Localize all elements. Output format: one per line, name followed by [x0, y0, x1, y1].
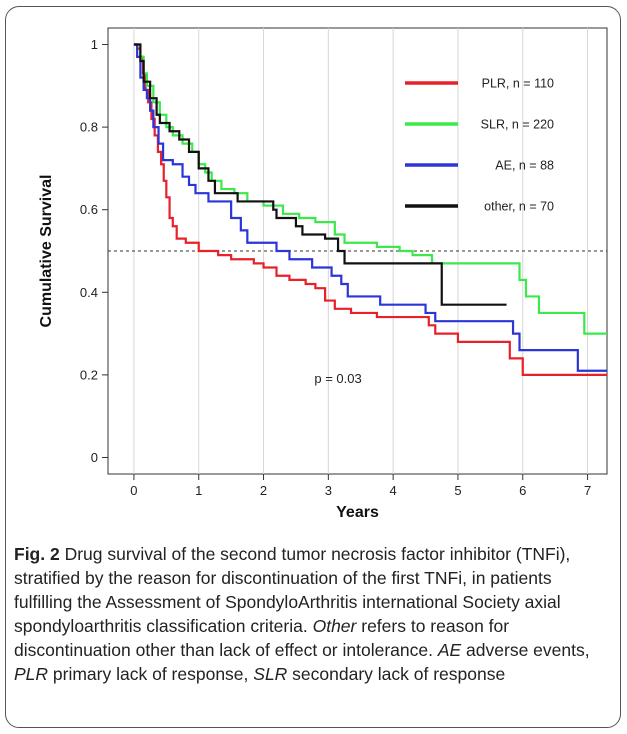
survival-chart: 0 1 2 3 4 5 6 7 0 0.2 0.4 0.6 0.8 1 Years Cumulative Su… [38, 27, 608, 521]
figure-label: Fig. 2 [14, 544, 60, 564]
x-tick-label: 2 [260, 483, 267, 498]
legend-label: SLR, n = 220 [481, 118, 554, 132]
caption-segment: refers to reason for discontinuation oth… [14, 616, 510, 660]
series-line-plr [133, 43, 607, 376]
caption-segment: primary lack of response, [48, 664, 254, 684]
legend-label: PLR, n = 110 [482, 77, 554, 91]
x-tick-label: 5 [454, 483, 461, 498]
caption-segment: secondary lack of response [287, 664, 506, 684]
x-tick-label: 0 [130, 483, 137, 498]
x-tick-label: 6 [519, 483, 526, 498]
legend-label: other, n = 70 [484, 200, 554, 214]
caption-segment: Drug survival of the second tumor necros… [14, 544, 571, 636]
caption-segment: Other [312, 616, 357, 636]
figure-caption: Fig. 2 Drug survival of the second tumor… [14, 542, 612, 686]
x-tick-label: 7 [584, 483, 591, 498]
figure-frame [5, 6, 621, 728]
y-tick-label: 0.4 [80, 285, 98, 300]
caption-segment: adverse events, [461, 640, 590, 660]
x-tick-label: 3 [325, 483, 332, 498]
series-line-ae [133, 43, 607, 372]
y-tick-label: 0.2 [80, 367, 98, 382]
x-tick-label: 4 [390, 483, 397, 498]
x-tick-label: 1 [195, 483, 202, 498]
caption-segment: SLR [253, 664, 288, 684]
x-axis-title: Years [336, 504, 379, 521]
p-value-annotation: p = 0.03 [314, 371, 361, 386]
y-tick-label: 1 [91, 37, 98, 52]
caption-segment: PLR [14, 664, 49, 684]
caption-text: Drug survival of the second tumor necros… [14, 544, 590, 684]
series-line-other [133, 43, 507, 306]
y-tick-label: 0.6 [80, 202, 98, 217]
caption-segment: AE [437, 640, 462, 660]
legend-label: AE, n = 88 [495, 159, 554, 173]
y-tick-label: 0 [91, 450, 98, 465]
y-tick-label: 0.8 [80, 120, 98, 135]
y-axis-title: Cumulative Survival [38, 175, 55, 328]
